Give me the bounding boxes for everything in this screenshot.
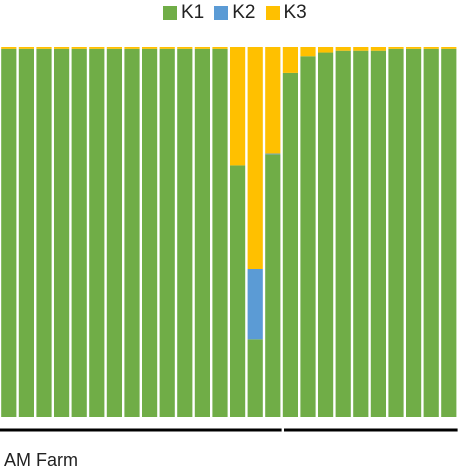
legend-item-k3: K3 (265, 2, 307, 24)
bar-6-k1 (89, 48, 105, 417)
bar-4-k3 (54, 47, 70, 49)
bar-22-k1 (370, 50, 386, 417)
bar-12-k3 (194, 47, 210, 49)
bar-24-k1 (406, 48, 422, 417)
bar-15-k1 (247, 339, 263, 417)
bar-10-k1 (159, 48, 175, 417)
bar-13-k1 (212, 48, 228, 417)
bar-26-k3 (441, 47, 457, 49)
bar-7-k3 (106, 47, 122, 49)
bar-9-k1 (142, 48, 158, 417)
bar-8-k1 (124, 48, 140, 417)
legend-item-k2: K2 (214, 2, 256, 24)
legend-item-k1: K1 (163, 2, 204, 24)
bar-6-k3 (89, 47, 105, 49)
bar-14-k1 (230, 165, 246, 417)
bar-7-k1 (106, 48, 122, 417)
bar-17-k3 (282, 47, 298, 73)
bar-19-k3 (318, 47, 334, 53)
bar-5-k1 (71, 48, 87, 417)
bar-17-k1 (282, 72, 298, 418)
bar-1-k1 (1, 48, 17, 417)
bar-11-k1 (177, 48, 193, 417)
bar-23-k3 (388, 47, 404, 49)
group-label-am-farm: AM Farm (4, 450, 78, 470)
bar-18-k3 (300, 47, 316, 57)
bar-3-k1 (36, 48, 52, 417)
bar-10-k3 (159, 47, 175, 49)
bar-5-k3 (71, 47, 87, 49)
bar-14-k3 (230, 47, 246, 166)
bar-24-k3 (406, 47, 422, 49)
bar-16-k1 (265, 154, 281, 418)
bar-21-k3 (353, 47, 369, 51)
bar-8-k3 (124, 47, 140, 49)
bar-20-k1 (335, 50, 351, 417)
bar-15-k2 (247, 269, 263, 340)
bar-2-k3 (18, 47, 34, 49)
bar-1-k3 (1, 47, 17, 49)
bar-area (1, 47, 457, 418)
bar-26-k1 (441, 48, 457, 417)
bar-18-k1 (300, 56, 316, 417)
bar-13-k3 (212, 47, 228, 49)
legend-label-k1: K1 (181, 2, 205, 23)
bar-16-k2 (265, 153, 281, 155)
bar-15-k3 (247, 47, 263, 269)
legend-label-k3: K3 (283, 2, 307, 23)
legend-swatch-k3 (265, 6, 280, 20)
bar-2-k1 (18, 48, 34, 417)
bar-11-k3 (177, 47, 193, 49)
bar-21-k1 (353, 50, 369, 417)
bar-16-k3 (265, 47, 281, 154)
bar-20-k3 (335, 47, 351, 51)
bar-23-k1 (388, 48, 404, 417)
bar-25-k1 (423, 48, 439, 417)
bar-25-k3 (423, 47, 439, 49)
legend-swatch-k1 (163, 6, 177, 20)
bar-12-k1 (194, 48, 210, 417)
chart-legend: K1 K2 K3 (163, 2, 307, 24)
bar-22-k3 (370, 47, 386, 51)
bar-3-k3 (36, 47, 52, 49)
bar-4-k1 (54, 48, 70, 417)
legend-label-k2: K2 (232, 2, 256, 23)
bar-19-k1 (318, 52, 334, 418)
legend-swatch-k2 (214, 6, 229, 20)
bar-9-k3 (142, 47, 158, 49)
